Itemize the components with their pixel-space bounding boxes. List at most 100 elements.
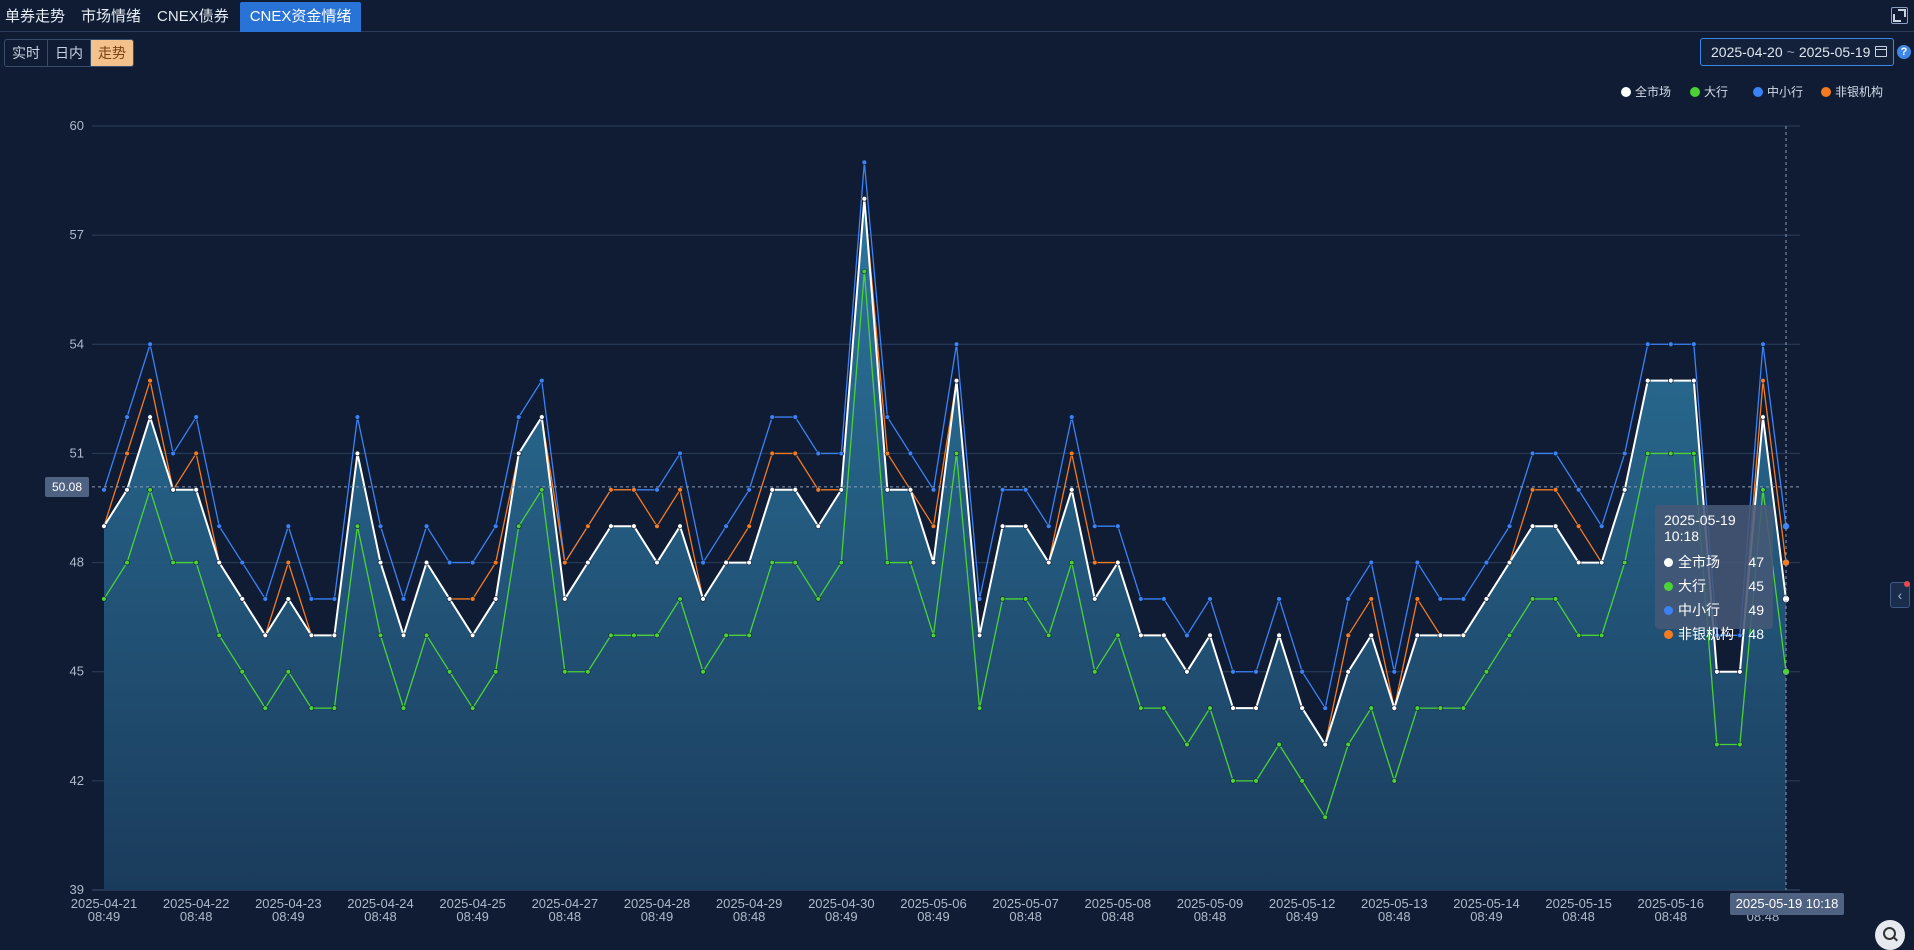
data-point-all-market [285, 596, 292, 602]
data-point-all-market [1552, 523, 1559, 529]
data-point-small-banks [953, 341, 960, 347]
date-range-end: 2025-05-19 [1798, 44, 1871, 60]
data-point-non-bank [769, 450, 775, 457]
data-point-small-banks [1668, 341, 1674, 347]
mode-realtime-button[interactable]: 实时 [5, 40, 48, 66]
data-point-big-banks [769, 559, 775, 566]
data-point-small-banks [423, 523, 430, 529]
data-point-all-market [1714, 669, 1720, 675]
data-point-big-banks [1069, 559, 1075, 566]
x-tick-label: 2025-04-23 [255, 896, 322, 911]
series-line-all-market [103, 198, 1787, 747]
tab-cnex-bond[interactable]: CNEX债券 [157, 8, 229, 25]
data-point-non-bank [746, 523, 752, 529]
data-point-small-banks [170, 450, 176, 457]
data-point-all-market [354, 450, 361, 457]
data-point-small-banks [539, 377, 545, 384]
date-range-picker[interactable]: 2025-04-20 ~2025-05-19 [1700, 38, 1894, 66]
tooltip-dot-all-market [1664, 558, 1673, 567]
data-point-big-banks [677, 596, 683, 602]
data-point-all-market [1138, 632, 1144, 639]
x-tick-label: 08:49 [1470, 909, 1503, 924]
data-point-small-banks [516, 414, 522, 420]
data-point-all-market [1645, 377, 1651, 384]
data-point-all-market [193, 487, 199, 493]
data-point-small-banks [1506, 523, 1513, 529]
data-point-small-banks [746, 487, 752, 493]
tab-cnex-fund-sentiment[interactable]: CNEX资金情绪 [239, 2, 362, 32]
data-point-small-banks [446, 559, 453, 566]
data-point-non-bank [285, 559, 292, 566]
data-point-big-banks [562, 669, 568, 675]
data-point-all-market [170, 487, 176, 493]
tab-bar: 单券走势 市场情绪 CNEX债券 CNEX资金情绪 [0, 2, 362, 32]
data-point-big-banks [1253, 778, 1259, 784]
mode-trend-button[interactable]: 走势 [91, 40, 133, 66]
data-point-big-banks [239, 669, 245, 675]
data-point-all-market [838, 487, 845, 493]
data-point-big-banks [861, 268, 868, 275]
help-icon[interactable]: ? [1897, 45, 1911, 59]
data-point-all-market [654, 559, 660, 566]
data-point-all-market [469, 632, 476, 639]
data-point-small-banks [815, 450, 821, 457]
search-icon[interactable] [1875, 920, 1905, 950]
data-point-non-bank [147, 377, 153, 384]
data-point-all-market [1414, 632, 1421, 639]
data-point-small-banks [1253, 669, 1259, 675]
data-point-non-bank [1760, 377, 1766, 384]
x-tick-label: 2025-04-22 [163, 896, 230, 911]
tooltip-row: 全市场 47 [1664, 550, 1764, 574]
data-point-big-banks [1691, 450, 1697, 457]
data-point-small-banks [101, 487, 107, 493]
chevron-left-icon[interactable]: ‹ [1890, 581, 1910, 608]
data-point-big-banks [1575, 632, 1582, 639]
data-point-big-banks [1552, 596, 1559, 602]
expand-icon[interactable] [1891, 7, 1908, 24]
data-point-small-banks [1483, 559, 1490, 566]
tab-market-sentiment[interactable]: 市场情绪 [81, 8, 142, 25]
data-point-all-market [1299, 705, 1305, 711]
data-point-small-banks [1598, 523, 1605, 529]
mode-switch: 实时 日内 走势 [4, 39, 134, 67]
top-bar: 单券走势 市场情绪 CNEX债券 CNEX资金情绪 [0, 0, 1914, 32]
x-tick-label: 08:48 [180, 909, 213, 924]
data-point-big-banks [700, 669, 706, 675]
data-point-all-market [1092, 596, 1098, 602]
data-point-small-banks [1184, 632, 1190, 639]
data-point-non-bank [792, 450, 798, 457]
x-tick-label: 2025-04-29 [716, 896, 783, 911]
data-point-all-market [539, 414, 545, 420]
data-point-non-bank [1552, 487, 1559, 493]
data-point-small-banks [1529, 450, 1536, 457]
data-point-big-banks [446, 669, 453, 675]
data-point-all-market [516, 450, 522, 457]
data-point-big-banks [999, 596, 1006, 602]
data-point-all-market [492, 596, 499, 602]
data-point-all-market [1460, 632, 1467, 639]
tab-single-bond[interactable]: 单券走势 [5, 8, 66, 25]
data-point-all-market [1115, 559, 1121, 566]
x-tick-label: 2025-04-27 [532, 896, 599, 911]
y-tick-label: 42 [70, 773, 84, 788]
data-point-small-banks [1714, 632, 1720, 639]
data-point-non-bank [193, 450, 199, 457]
data-point-big-banks [1138, 705, 1144, 711]
tooltip-name: 中小行 [1678, 602, 1720, 618]
data-point-all-market [884, 487, 891, 493]
data-point-all-market [953, 377, 960, 384]
data-point-all-market [792, 487, 798, 493]
data-point-small-banks [1552, 450, 1559, 457]
date-range-separator: ~ [1786, 44, 1795, 60]
data-point-non-bank [1069, 450, 1075, 457]
data-point-all-market [700, 596, 706, 602]
data-point-big-banks [377, 632, 384, 639]
series-line-small-banks [103, 162, 1787, 710]
data-point-big-banks [124, 559, 130, 566]
data-point-all-market [1253, 705, 1259, 711]
mode-intraday-button[interactable]: 日内 [48, 40, 91, 66]
data-point-big-banks [285, 669, 292, 675]
data-point-big-banks [1092, 669, 1098, 675]
data-point-non-bank [608, 487, 614, 493]
